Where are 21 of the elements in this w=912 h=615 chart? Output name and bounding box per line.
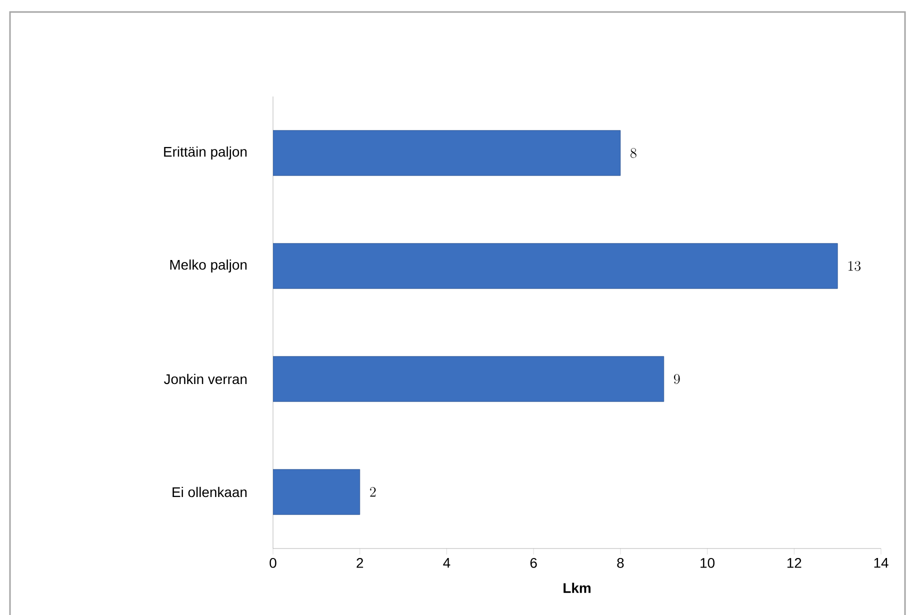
x-tick-label: 14 xyxy=(874,558,888,568)
x-tick-label: 4 xyxy=(443,558,450,568)
x-tick-label: 6 xyxy=(530,558,537,568)
data-label: 9 xyxy=(674,374,680,384)
bar xyxy=(273,130,621,176)
x-tick-label: 12 xyxy=(787,558,802,568)
data-label: 13 xyxy=(848,261,861,271)
bar xyxy=(273,469,360,515)
x-tick-label: 8 xyxy=(617,558,624,568)
x-tick-label: 10 xyxy=(700,558,715,568)
data-label: 8 xyxy=(630,148,636,158)
bar xyxy=(273,243,838,289)
bar xyxy=(273,356,664,402)
y-tick-label: Erittäin paljon xyxy=(164,146,247,160)
y-tick-label: Ei ollenkaan xyxy=(172,486,247,498)
data-label: 2 xyxy=(370,487,376,497)
x-tick-label: 0 xyxy=(270,558,276,568)
x-tick-label: 2 xyxy=(356,558,364,568)
y-tick-label: Jonkin verran xyxy=(164,374,247,384)
x-axis-title: Lkm xyxy=(564,582,590,593)
y-tick-label: Melko paljon xyxy=(170,259,247,272)
